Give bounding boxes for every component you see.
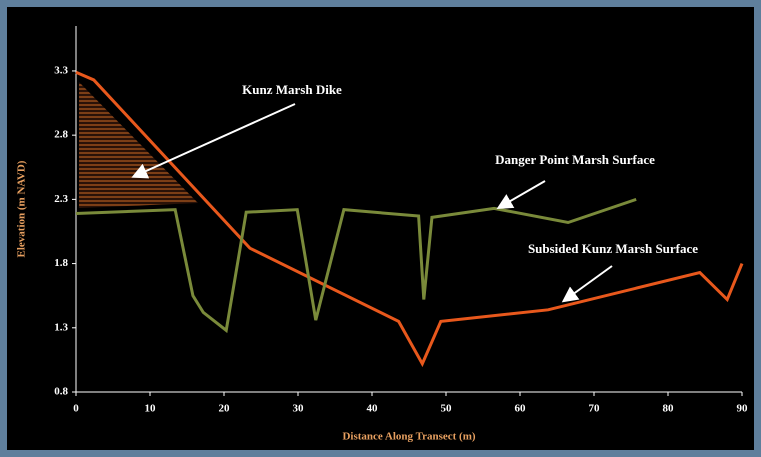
x-tick-label: 10: [145, 403, 157, 415]
dike-hatch: [79, 82, 198, 208]
x-tick-label: 50: [441, 403, 453, 415]
x-tick-label: 90: [737, 403, 749, 415]
annotation: Subsided Kunz Marsh Surface: [528, 241, 698, 256]
arrow: [561, 265, 613, 303]
x-tick-label: 40: [367, 403, 379, 415]
annotation: Danger Point Marsh Surface: [495, 152, 655, 167]
y-tick-label: 2.8: [54, 129, 68, 141]
x-tick-label: 20: [219, 403, 231, 415]
annotation: Kunz Marsh Dike: [242, 82, 342, 97]
x-tick-label: 30: [293, 403, 305, 415]
y-tick-label: 1.8: [54, 257, 68, 269]
y-axis-title: Elevation (m NAVD): [16, 160, 28, 257]
line: [75, 70, 744, 368]
x-tick-label: 80: [663, 403, 675, 415]
arrow: [496, 180, 546, 210]
y-tick-label: 0.8: [54, 386, 68, 398]
y-tick-label: 1.3: [54, 321, 68, 333]
arrow: [131, 103, 296, 179]
x-tick-label: 60: [515, 403, 527, 415]
x-axis-title: Distance Along Transect (m): [342, 431, 475, 443]
panel: [7, 7, 754, 450]
x-tick-label: 0: [73, 403, 79, 415]
line: [75, 197, 637, 334]
y-tick-label: 3.3: [54, 64, 68, 76]
x-tick-label: 70: [589, 403, 601, 415]
y-tick-label: 2.3: [54, 193, 68, 205]
